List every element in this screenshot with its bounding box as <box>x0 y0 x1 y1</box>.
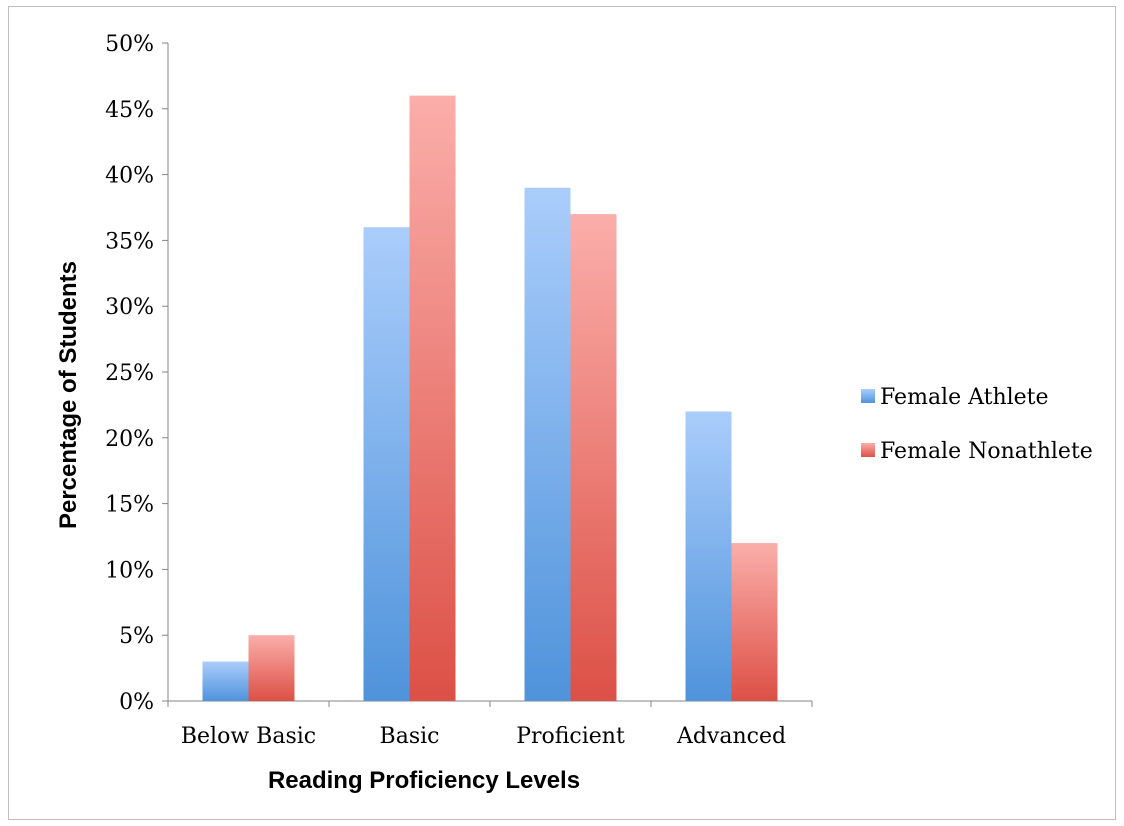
y-tick-label: 15% <box>105 493 154 518</box>
y-tick-label: 45% <box>105 98 154 123</box>
bar-nonathlete <box>571 214 617 701</box>
legend-swatch <box>861 443 875 457</box>
bar-athlete <box>203 662 249 701</box>
y-tick-label: 0% <box>119 690 154 715</box>
bars <box>203 96 778 701</box>
y-tick-label: 40% <box>105 164 154 189</box>
x-tick-label: Proficient <box>516 724 625 749</box>
y-tick-label: 35% <box>105 229 154 254</box>
legend-label: Female Nonathlete <box>880 439 1093 464</box>
bar-athlete <box>525 188 571 701</box>
bar-nonathlete <box>249 635 295 701</box>
y-axis: 0% 5% 10% 15% 20% 25% 30% 35% 40% 45% 50% <box>105 32 168 715</box>
legend-label: Female Athlete <box>880 385 1049 410</box>
bar-nonathlete <box>410 96 456 701</box>
legend: Female Athlete Female Nonathlete <box>861 385 1093 464</box>
y-tick-label: 25% <box>105 361 154 386</box>
x-axis-title: Reading Proficiency Levels <box>268 767 580 794</box>
y-tick-label: 50% <box>105 32 154 57</box>
bar-athlete <box>364 227 410 701</box>
x-tick-label: Basic <box>380 724 440 749</box>
x-axis: Below Basic Basic Proficient Advanced <box>168 701 812 749</box>
legend-swatch <box>861 389 875 403</box>
y-tick-label: 10% <box>105 558 154 583</box>
y-axis-title: Percentage of Students <box>55 261 82 529</box>
y-tick-label: 30% <box>105 295 154 320</box>
x-tick-label: Advanced <box>676 724 786 749</box>
x-tick-label: Below Basic <box>181 724 316 749</box>
y-tick-label: 5% <box>119 624 154 649</box>
y-tick-label: 20% <box>105 427 154 452</box>
bar-nonathlete <box>732 543 778 701</box>
bar-athlete <box>686 411 732 701</box>
